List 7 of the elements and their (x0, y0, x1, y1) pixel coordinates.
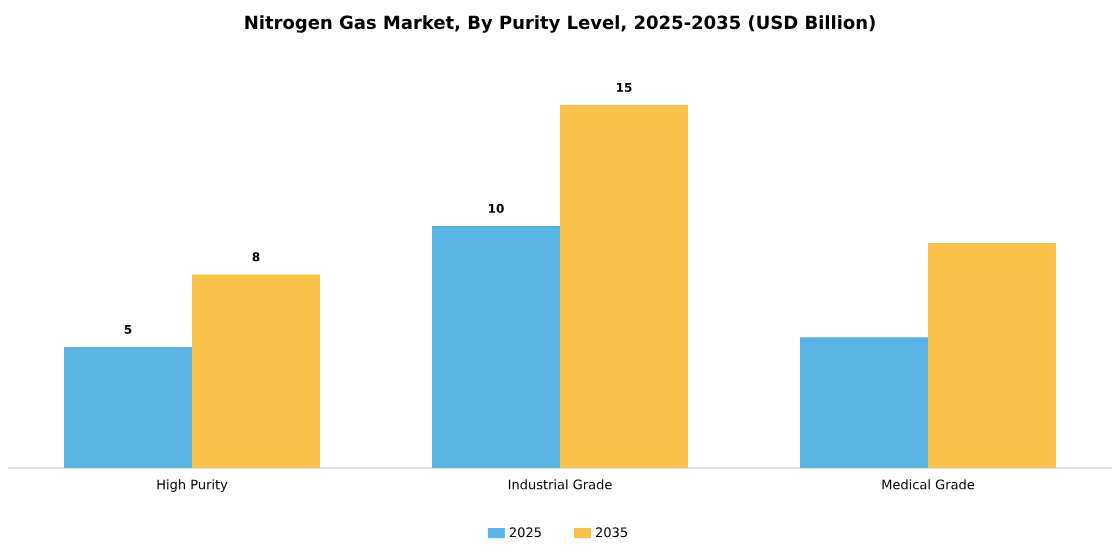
bar (927, 242, 1056, 468)
bar (64, 346, 193, 468)
bar (192, 274, 321, 468)
chart-title: Nitrogen Gas Market, By Purity Level, 2025-2035 (USD Billion) (245, 15, 875, 33)
bar (799, 337, 928, 468)
bar (560, 105, 688, 468)
bar (432, 226, 560, 468)
